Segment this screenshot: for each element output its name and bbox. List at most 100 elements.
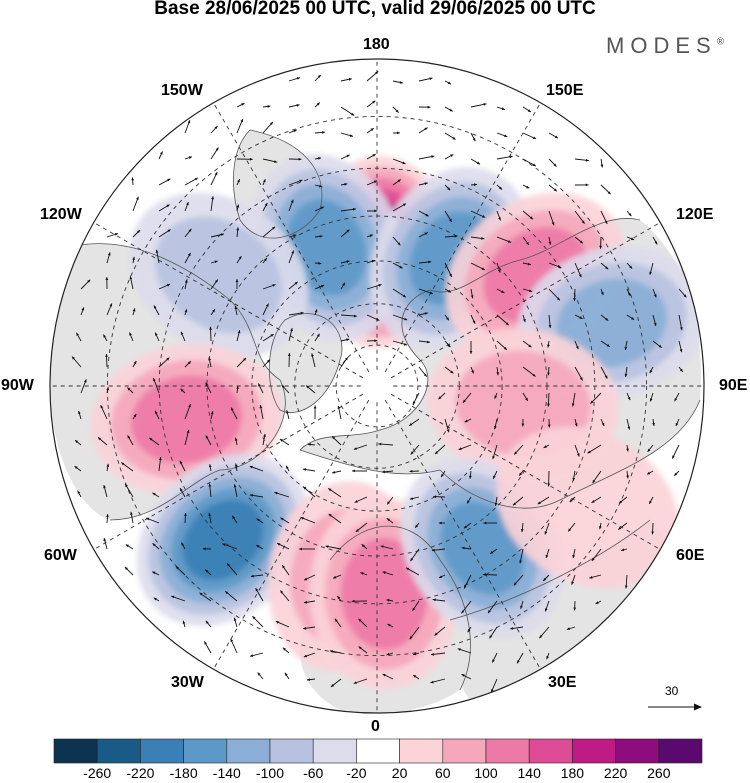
wind-vector-head xyxy=(106,387,110,391)
wind-vector-head xyxy=(556,297,560,301)
longitude-line xyxy=(213,399,370,670)
wind-vector-head xyxy=(106,463,110,467)
wind-vector-head xyxy=(544,608,548,612)
wind-vector-head xyxy=(304,600,308,604)
wind-vector-head xyxy=(208,483,212,487)
wind-vector-head xyxy=(380,545,384,548)
wind-vector-head xyxy=(547,403,550,407)
wind-vector-head xyxy=(303,654,307,658)
wind-vector-head xyxy=(307,443,311,446)
wind-vector-head xyxy=(483,521,487,525)
wind-vector-head xyxy=(457,648,461,651)
wind-vector-head xyxy=(257,672,261,676)
wind-vector-head xyxy=(464,419,468,423)
wind-vector-head xyxy=(446,317,449,321)
wind-vector-head xyxy=(370,128,374,131)
wind-vector-head xyxy=(266,303,269,307)
wind-vector-head xyxy=(412,607,416,611)
wind-vector-head xyxy=(282,647,286,651)
wind-vector-head xyxy=(316,333,320,337)
wind-vector-head xyxy=(627,426,631,430)
colorbar-swatch xyxy=(399,738,444,764)
wind-vector-head xyxy=(548,325,552,328)
wind-vector-head xyxy=(605,317,609,321)
wind-vector-head xyxy=(402,294,406,298)
wind-vector-head xyxy=(304,577,308,581)
wind-vector-head xyxy=(342,282,345,286)
wind-vector-head xyxy=(585,158,589,162)
wind-vector-head xyxy=(277,543,281,546)
wind-vector-head xyxy=(410,558,414,562)
wind-vector-head xyxy=(194,177,198,181)
wind-vector-head xyxy=(679,349,683,353)
lon-label-90w: 90W xyxy=(1,377,34,394)
wind-vector-head xyxy=(344,183,348,186)
wind-vector-head xyxy=(81,307,85,311)
wind-vector-head xyxy=(397,131,400,135)
wind-vector-head xyxy=(259,405,263,409)
wind-vector-head xyxy=(424,182,428,185)
colorbar-tick-label: -100 xyxy=(255,765,285,781)
wind-vector-head xyxy=(450,154,454,157)
wind-vector-head xyxy=(624,373,628,377)
wind-vector-head xyxy=(675,422,679,427)
wind-vector-head xyxy=(387,624,391,627)
anomaly-contour xyxy=(440,501,525,595)
wind-vector-head xyxy=(680,327,683,331)
wind-vector-head xyxy=(488,610,491,614)
wind-vector-head xyxy=(576,346,579,350)
wind-vector-head xyxy=(109,303,112,307)
wind-vector-head xyxy=(167,178,171,182)
coastlines xyxy=(59,129,701,691)
wind-vector-head xyxy=(403,342,408,346)
wind-vector-head xyxy=(469,475,472,479)
wind-vector-head xyxy=(351,112,355,116)
wind-vector-head xyxy=(303,626,307,630)
wind-vector-head xyxy=(180,331,184,335)
wind-vector-head xyxy=(346,229,350,233)
wind-vector-head xyxy=(461,674,465,677)
wind-vector-head xyxy=(653,294,657,298)
wind-vector-head xyxy=(249,494,253,497)
lon-label-90e: 90E xyxy=(719,377,748,394)
wind-vector-head xyxy=(76,332,79,336)
wind-vector-head xyxy=(494,502,498,506)
wind-vector-head xyxy=(591,557,595,561)
colorbar-swatch xyxy=(312,738,357,764)
wind-vector-head xyxy=(236,227,240,231)
wind-vector-head xyxy=(320,285,325,288)
wind-vector-head xyxy=(187,361,191,365)
colorbar-swatch xyxy=(485,738,530,764)
wind-vector-head xyxy=(438,396,442,400)
colorbar-tick-label: -20 xyxy=(346,765,367,781)
wind-vector-head xyxy=(180,388,184,392)
wind-vector-head xyxy=(125,544,129,548)
longitude-line xyxy=(384,399,541,670)
wind-vector-head xyxy=(573,607,577,611)
colorbar-tick-label: 260 xyxy=(647,765,671,781)
wind-vector-head xyxy=(290,328,293,332)
wind-vector-head xyxy=(501,290,505,293)
wind-vector-head xyxy=(441,473,444,478)
colorbar-swatch xyxy=(53,738,98,764)
wind-vector-head xyxy=(332,470,336,474)
wind-vector-head xyxy=(132,256,135,260)
wind-vector-head xyxy=(412,401,416,405)
wind-vector-head xyxy=(249,465,253,469)
wind-vector-head xyxy=(129,276,133,280)
wind-vector-head xyxy=(237,330,241,334)
wind-vector-head xyxy=(78,410,81,414)
colorbar-tick-label: 100 xyxy=(474,765,498,781)
wind-vector-head xyxy=(155,249,159,253)
wind-vector-head xyxy=(397,179,401,183)
wind-vector-head xyxy=(205,435,209,439)
vector-scale-value: 30 xyxy=(665,684,679,698)
lon-label-60e: 60E xyxy=(676,547,705,564)
wind-vector-head xyxy=(280,590,284,594)
wind-vector-head xyxy=(449,108,453,112)
brand-name: MODES xyxy=(606,33,717,58)
wind-vector-head xyxy=(652,422,655,426)
wind-vector-head xyxy=(543,577,547,581)
wind-vector-head xyxy=(313,405,317,409)
